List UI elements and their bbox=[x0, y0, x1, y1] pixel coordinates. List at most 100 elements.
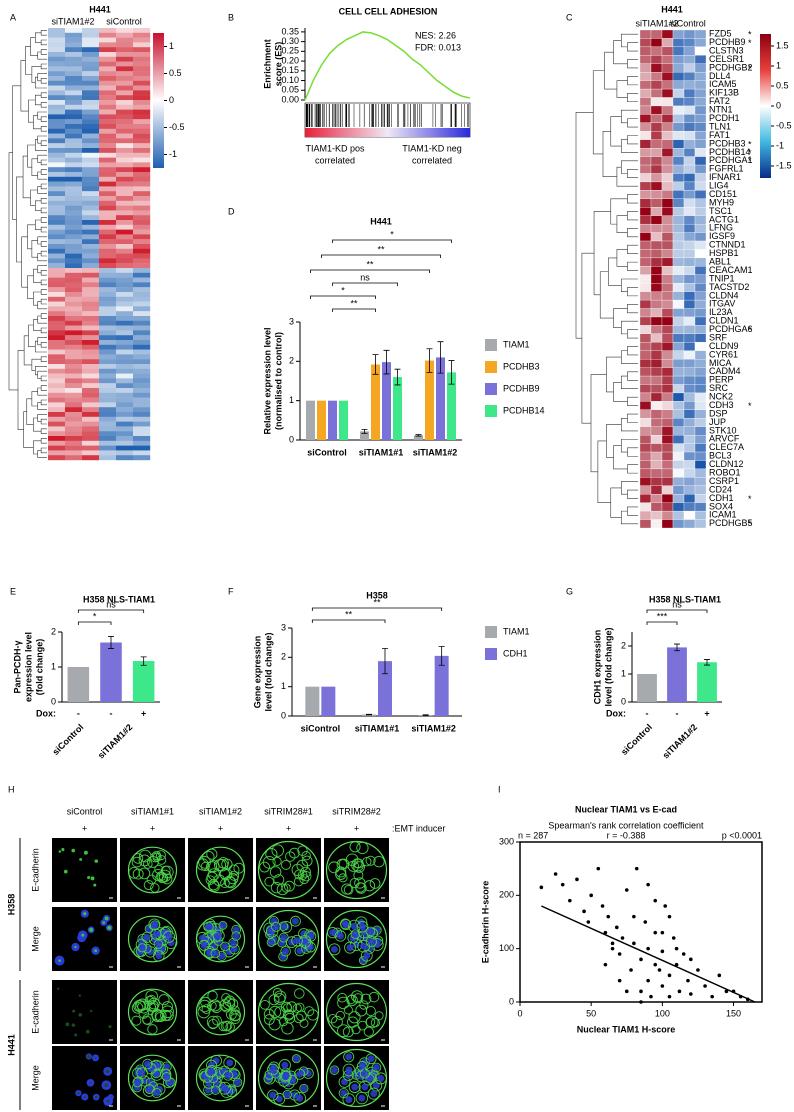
heatmap-cell bbox=[82, 143, 100, 149]
enrichment-curve bbox=[304, 31, 471, 101]
cell-stain bbox=[210, 1085, 221, 1095]
cell-stain bbox=[207, 860, 220, 873]
heatmap-cell bbox=[99, 263, 117, 269]
cell-stain bbox=[131, 856, 143, 868]
heatmap-cell bbox=[639, 215, 652, 225]
heatmap-cell bbox=[65, 263, 83, 269]
dendrogram-branch bbox=[33, 319, 42, 331]
heatmap-cell bbox=[99, 220, 117, 225]
nucleus bbox=[163, 1063, 171, 1071]
gene-star: * bbox=[748, 401, 752, 411]
heatmap-cell bbox=[82, 325, 100, 331]
heatmap-cell bbox=[661, 392, 674, 402]
micrograph bbox=[188, 980, 253, 1044]
heatmap-cell bbox=[650, 156, 663, 166]
heatmap-cell bbox=[133, 152, 151, 158]
heatmap-cell bbox=[672, 122, 685, 132]
heatmap-title: H441 bbox=[661, 4, 683, 14]
heatmap-cell bbox=[116, 455, 134, 461]
cell-stain bbox=[161, 873, 173, 885]
heatmap-cell bbox=[99, 450, 117, 456]
heatmap-cell bbox=[48, 364, 66, 369]
cell-cluster-outline bbox=[127, 846, 178, 894]
heatmap-cell bbox=[661, 333, 674, 343]
dendrogram-branch bbox=[613, 308, 628, 328]
heatmap-cell bbox=[133, 292, 151, 297]
cell-stain bbox=[222, 1070, 234, 1081]
heatmap-cell bbox=[133, 388, 151, 393]
nucleus bbox=[340, 1089, 348, 1097]
cell-stain bbox=[365, 1006, 376, 1017]
heatmap-cell bbox=[65, 191, 83, 197]
y-tick-label: 2 bbox=[289, 356, 294, 366]
cell-stain bbox=[294, 869, 305, 880]
heatmap-cell bbox=[116, 124, 134, 129]
heatmap-cell bbox=[683, 477, 696, 486]
cell-stain bbox=[206, 1015, 220, 1029]
heatmap-cell bbox=[99, 455, 117, 461]
heatmap-cell bbox=[99, 248, 117, 254]
error-bar bbox=[382, 648, 388, 675]
heatmap-cell bbox=[82, 392, 100, 398]
heatmap-cell bbox=[99, 426, 117, 432]
data-point bbox=[646, 978, 650, 983]
heatmap-cell bbox=[48, 253, 66, 259]
dendrogram-branch bbox=[40, 327, 47, 334]
nucleus bbox=[269, 1091, 277, 1099]
heatmap-cell bbox=[661, 502, 674, 512]
cell-stain bbox=[204, 1066, 217, 1078]
heatmap-cell bbox=[683, 266, 696, 275]
y-tick-label: 0 bbox=[621, 696, 626, 706]
y-axis-label: score (ES) bbox=[273, 42, 283, 87]
heatmap-cell bbox=[672, 477, 685, 486]
cell-stain bbox=[291, 1054, 301, 1064]
heatmap-cell bbox=[116, 248, 134, 254]
nucleus bbox=[269, 1065, 277, 1073]
colorbar-label: 0 bbox=[776, 100, 781, 110]
heatmap-cell bbox=[639, 401, 652, 410]
heatmap-cell bbox=[48, 61, 66, 67]
heatmap-cell bbox=[99, 47, 117, 53]
heatmap-cell bbox=[82, 359, 100, 365]
cell-stain bbox=[360, 993, 372, 1005]
heatmap-cell bbox=[133, 167, 151, 173]
heatmap-cell bbox=[65, 287, 83, 293]
heatmap-cell bbox=[133, 80, 151, 86]
heatmap-cell bbox=[48, 196, 66, 201]
cell-stain bbox=[200, 861, 210, 872]
colorbar-label: -1 bbox=[776, 140, 784, 150]
y-tick-label: 0 bbox=[289, 434, 294, 444]
dendrogram-branch bbox=[40, 207, 47, 214]
heatmap-cell bbox=[99, 85, 117, 91]
data-point bbox=[646, 946, 650, 951]
cell-stain bbox=[343, 1051, 355, 1063]
heatmap-cell bbox=[116, 224, 134, 230]
heatmap-cell bbox=[82, 277, 100, 283]
heatmap-cell bbox=[133, 320, 151, 326]
heatmap-cell bbox=[661, 418, 674, 427]
dendrogram-branch bbox=[31, 66, 42, 83]
cell-stain bbox=[105, 1069, 110, 1074]
nucleus bbox=[143, 933, 151, 941]
legend-swatch bbox=[485, 626, 497, 638]
heatmap-cell bbox=[650, 266, 663, 275]
cell-stain bbox=[373, 855, 385, 868]
significance-bracket bbox=[332, 282, 398, 286]
heatmap-cell bbox=[650, 131, 663, 140]
cell-stain bbox=[142, 1058, 153, 1070]
heatmap-cell bbox=[133, 210, 151, 216]
cell-cluster-outline bbox=[127, 915, 178, 963]
colorbar-label: -0.5 bbox=[169, 122, 185, 132]
cell-stain bbox=[267, 1063, 279, 1076]
heatmap-cell bbox=[65, 119, 83, 125]
heatmap-cell bbox=[639, 207, 652, 216]
heatmap-cell bbox=[639, 80, 652, 90]
heatmap-cell bbox=[99, 56, 117, 62]
cell-stain bbox=[228, 864, 240, 876]
heatmap-cell bbox=[48, 76, 66, 81]
heatmap-cell bbox=[48, 119, 66, 125]
heatmap-cell bbox=[650, 72, 663, 81]
heatmap-cell bbox=[661, 274, 674, 284]
heatmap-cell bbox=[99, 234, 117, 240]
heatmap-cell bbox=[661, 240, 674, 250]
